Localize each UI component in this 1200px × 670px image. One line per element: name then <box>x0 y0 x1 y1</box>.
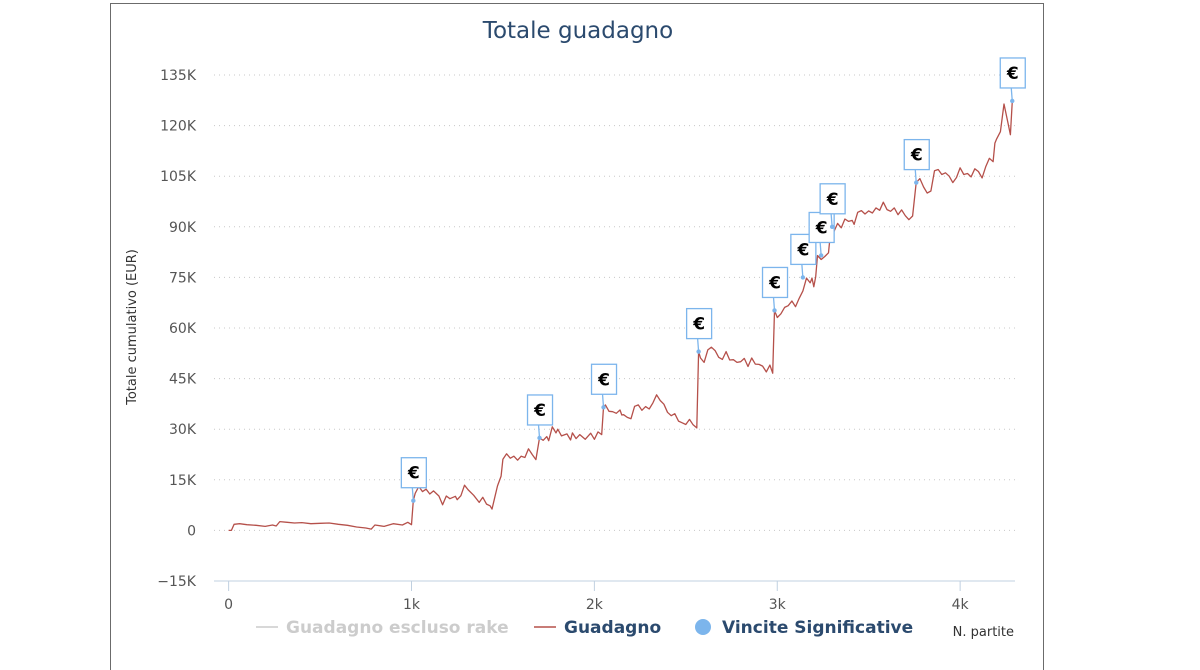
flag-symbol: € <box>815 218 828 238</box>
significant-win-flag[interactable]: € <box>685 307 713 354</box>
significant-win-flag[interactable]: € <box>999 57 1026 104</box>
axes: −15K 0 15K 30K 45K 60K 75K 90K 105K 120K 135K 0 1k 2k… <box>157 68 1015 613</box>
y-tick-label: −15K <box>157 574 197 590</box>
y-tick-label: 15K <box>169 473 197 489</box>
y-tick-label: 75K <box>169 270 197 286</box>
significant-win-point <box>601 405 606 410</box>
chart-container <box>110 3 1044 670</box>
y-tick-label: 30K <box>169 422 197 438</box>
significant-win-point <box>829 224 835 229</box>
flag-box <box>819 183 846 215</box>
flag-symbol: € <box>796 240 809 260</box>
legend-item[interactable]: Guadagno <box>534 618 661 638</box>
significant-wins-markers[interactable]: € € € € € € € € € € <box>400 57 1026 503</box>
x-tick-label: 2k <box>586 597 604 613</box>
x-tick-label: 3k <box>769 597 787 613</box>
significant-win-point <box>772 308 777 313</box>
significant-win-point <box>914 180 919 185</box>
flag-box <box>761 266 789 299</box>
y-tick-label: 45K <box>169 372 197 388</box>
flag-symbol: € <box>407 464 420 484</box>
y-tick-label: 0 <box>187 523 196 539</box>
significant-win-flag[interactable]: € <box>526 394 554 441</box>
flag-box <box>999 57 1026 89</box>
flag-box <box>903 138 930 171</box>
x-tick-label: 1k <box>403 597 421 613</box>
series-lines <box>228 100 1013 532</box>
series-line-guadagno <box>228 100 1013 532</box>
chart-title: Totale guadagno <box>482 18 673 44</box>
significant-win-flag[interactable]: € <box>903 138 930 185</box>
x-tick-label: 0 <box>224 597 233 613</box>
legend-item[interactable]: Guadagno escluso rake <box>256 618 509 638</box>
flag-box <box>400 457 427 489</box>
flag-symbol: € <box>768 273 781 293</box>
significant-win-point <box>696 349 701 354</box>
y-tick-label: 60K <box>169 321 197 337</box>
legend-dot-symbol <box>695 619 711 635</box>
flag-symbol: € <box>1006 64 1019 84</box>
y-tick-label: 105K <box>160 169 197 185</box>
significant-win-flag[interactable]: € <box>819 183 846 229</box>
y-tick-label: 120K <box>160 119 197 135</box>
legend-label: Vincite Significative <box>722 618 913 638</box>
flag-symbol: € <box>533 401 546 421</box>
flag-symbol: € <box>910 146 923 166</box>
significant-win-flag[interactable]: € <box>400 457 427 503</box>
y-tick-label: 90K <box>169 220 197 236</box>
flag-symbol: € <box>692 315 705 335</box>
x-axis-title: N. partite <box>953 625 1014 640</box>
legend-label: Guadagno <box>564 618 661 638</box>
flag-box <box>526 394 554 426</box>
grid <box>214 74 1015 531</box>
legend[interactable]: Guadagno escluso rake Guadagno Vincite Sig… <box>256 618 913 638</box>
significant-win-point <box>1010 98 1015 104</box>
significant-win-flag[interactable]: € <box>590 363 618 410</box>
significant-win-point <box>411 498 416 503</box>
y-axis-title: Totale cumulativo (EUR) <box>125 249 140 406</box>
legend-label: Guadagno escluso rake <box>286 618 509 638</box>
significant-win-point <box>818 253 824 258</box>
x-tick-label: 4k <box>952 597 970 613</box>
flag-symbol: € <box>826 190 839 210</box>
flag-symbol: € <box>597 370 610 390</box>
legend-item[interactable]: Vincite Significative <box>695 618 913 638</box>
significant-win-flag[interactable]: € <box>761 266 789 313</box>
y-tick-label: 135K <box>160 68 197 84</box>
significant-win-point <box>800 275 806 280</box>
significant-win-flag[interactable]: € <box>808 211 835 258</box>
significant-win-point <box>537 435 542 441</box>
flag-box <box>685 307 713 340</box>
flag-box <box>590 363 618 395</box>
